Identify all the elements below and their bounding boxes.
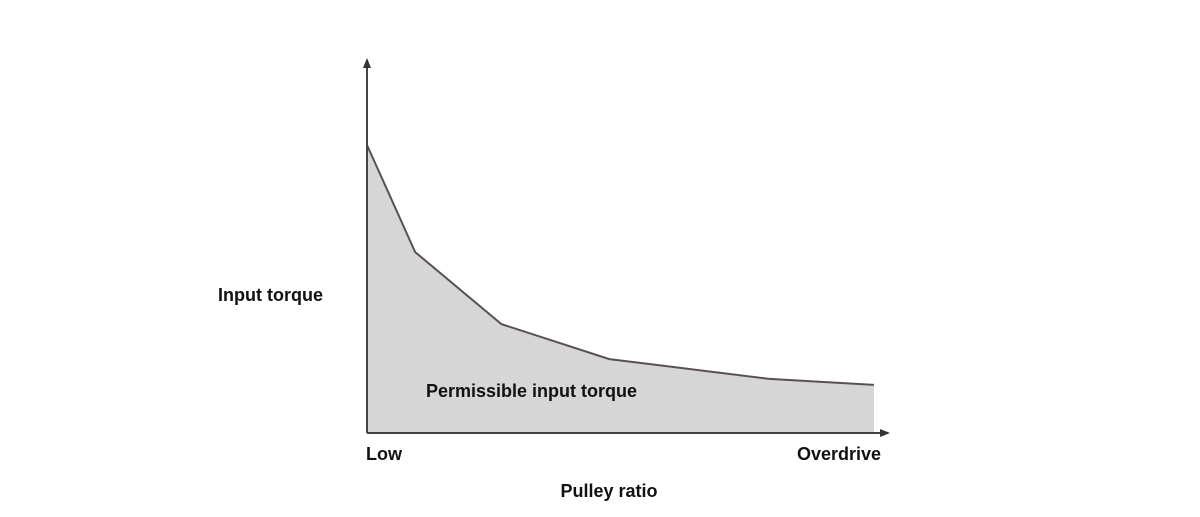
y-axis-label: Input torque	[218, 285, 323, 305]
x-axis-label: Pulley ratio	[560, 481, 657, 501]
permissible-torque-line	[366, 144, 875, 386]
permissible-torque-area	[367, 145, 874, 433]
area-annotation: Permissible input torque	[426, 381, 637, 401]
x-tick-label-low: Low	[366, 444, 403, 464]
x-tick-label-overdrive: Overdrive	[797, 444, 881, 464]
